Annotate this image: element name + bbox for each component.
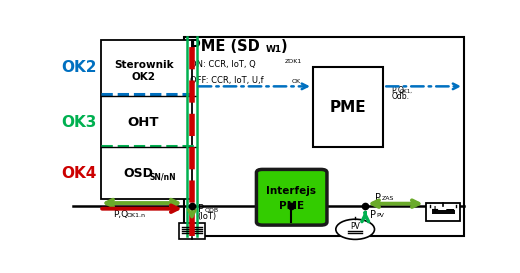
Text: Interfejs: Interfejs — [266, 186, 317, 196]
Text: OK1.n: OK1.n — [127, 213, 146, 218]
Circle shape — [336, 219, 374, 239]
Text: PME: PME — [279, 201, 304, 211]
Text: PME (SD: PME (SD — [190, 39, 259, 54]
Text: P: P — [375, 193, 381, 203]
Text: OK3: OK3 — [61, 115, 97, 130]
Text: OK1,: OK1, — [400, 89, 413, 94]
Text: P: P — [198, 204, 204, 214]
Text: P: P — [370, 210, 376, 219]
Text: OK2: OK2 — [132, 72, 155, 82]
Text: OK: OK — [292, 79, 301, 84]
Text: PME: PME — [330, 100, 367, 115]
Text: ZOK1: ZOK1 — [284, 59, 302, 64]
FancyBboxPatch shape — [313, 67, 383, 147]
Text: P,Q: P,Q — [392, 86, 405, 95]
Text: W1: W1 — [266, 45, 282, 54]
Text: PV: PV — [350, 222, 360, 231]
FancyBboxPatch shape — [101, 40, 192, 199]
Text: (IoT): (IoT) — [197, 212, 216, 221]
Text: ON: CCR, IoT, Q: ON: CCR, IoT, Q — [190, 60, 256, 69]
Text: P,Q: P,Q — [113, 210, 128, 219]
Text: Sterownik: Sterownik — [114, 60, 173, 70]
Text: OFF: CCR, IoT, U,f: OFF: CCR, IoT, U,f — [190, 76, 264, 85]
FancyBboxPatch shape — [184, 37, 464, 236]
Text: OK4: OK4 — [61, 166, 97, 181]
Text: OK2: OK2 — [61, 60, 97, 75]
Text: ): ) — [281, 39, 287, 54]
Text: ODB: ODB — [204, 208, 218, 213]
Text: PV: PV — [376, 213, 384, 218]
Text: OSD: OSD — [123, 167, 153, 180]
Text: ZAS: ZAS — [382, 196, 394, 201]
FancyBboxPatch shape — [179, 223, 205, 239]
Text: SN/nN: SN/nN — [150, 172, 176, 181]
Text: −: − — [445, 203, 456, 216]
FancyBboxPatch shape — [256, 169, 327, 225]
Text: +: + — [432, 205, 439, 215]
FancyBboxPatch shape — [426, 203, 460, 221]
Text: OHT: OHT — [128, 115, 159, 129]
Text: Odb.: Odb. — [392, 92, 409, 101]
